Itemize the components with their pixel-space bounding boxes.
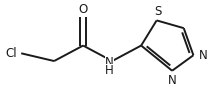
Text: N: N (199, 49, 207, 62)
Text: S: S (154, 5, 161, 18)
Text: N: N (105, 55, 114, 69)
Text: Cl: Cl (6, 47, 17, 60)
Text: N: N (168, 74, 177, 87)
Text: O: O (78, 3, 88, 16)
Text: H: H (105, 64, 114, 77)
